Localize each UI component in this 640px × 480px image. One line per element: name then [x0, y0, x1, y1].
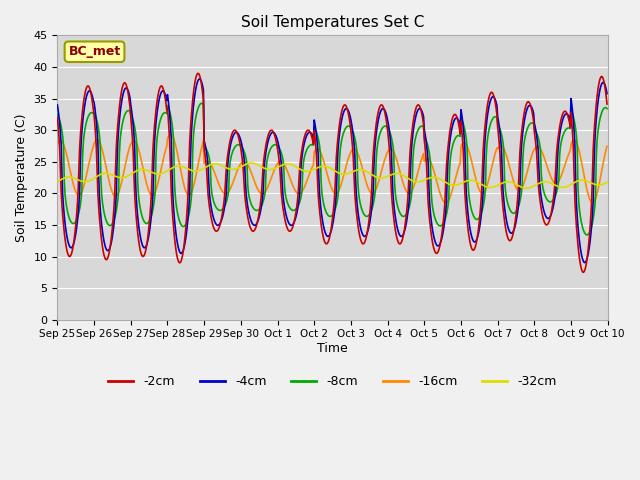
Legend: -2cm, -4cm, -8cm, -16cm, -32cm: -2cm, -4cm, -8cm, -16cm, -32cm	[104, 370, 562, 393]
X-axis label: Time: Time	[317, 342, 348, 355]
Y-axis label: Soil Temperature (C): Soil Temperature (C)	[15, 113, 28, 242]
Title: Soil Temperatures Set C: Soil Temperatures Set C	[241, 15, 424, 30]
Text: BC_met: BC_met	[68, 45, 121, 58]
